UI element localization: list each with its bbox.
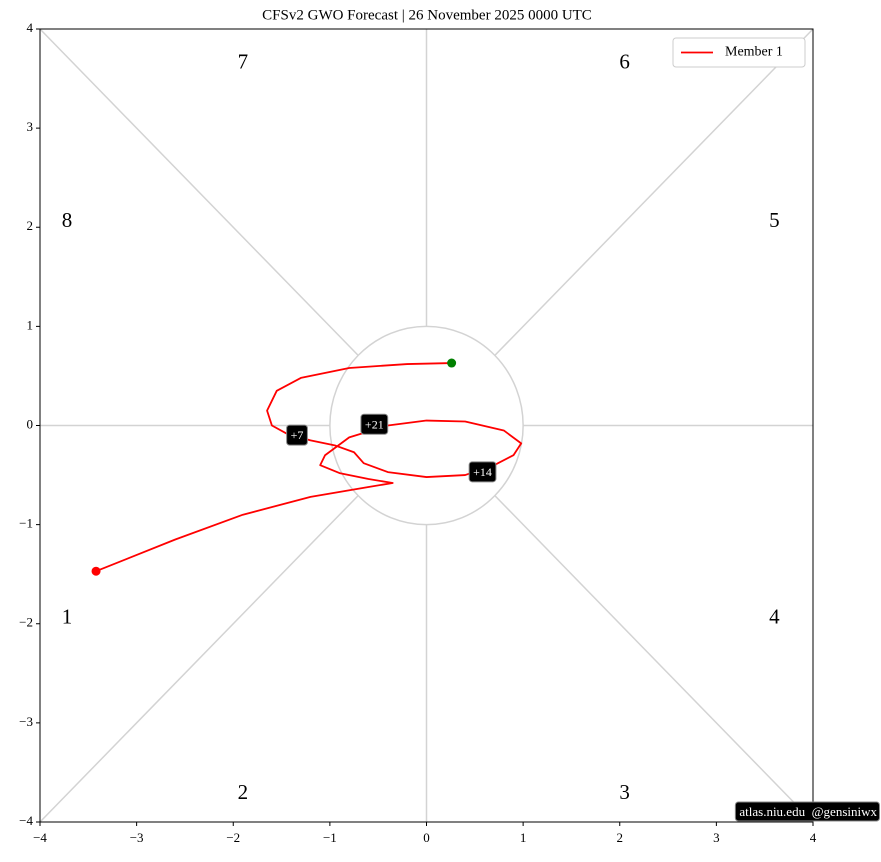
annotation-label: +14	[473, 465, 492, 479]
x-tick-label: −3	[130, 830, 144, 845]
trajectory-line	[95, 362, 523, 573]
y-tick-label: −1	[19, 516, 33, 531]
y-tick-label: −3	[19, 714, 33, 729]
phase-divider	[494, 495, 814, 823]
annotation-box	[360, 413, 389, 435]
annotation-box	[286, 424, 308, 446]
x-tick-label: 2	[617, 830, 624, 845]
x-tick-label: −4	[33, 830, 47, 845]
annotation-label: +21	[365, 417, 384, 431]
phase-label: 5	[769, 208, 780, 232]
phase-label: 7	[238, 50, 249, 74]
watermark: atlas.niu.edu @gensiniwx	[739, 804, 877, 819]
chart-title: CFSv2 GWO Forecast | 26 November 2025 00…	[262, 7, 592, 23]
phase-label: 3	[619, 780, 630, 804]
x-tick-label: −1	[323, 830, 337, 845]
y-tick-label: −4	[19, 813, 33, 828]
end-marker	[91, 566, 101, 576]
annotation-box	[468, 461, 497, 483]
x-tick-label: 0	[423, 830, 430, 845]
legend-label: Member 1	[725, 45, 783, 60]
legend-box	[672, 37, 806, 68]
phase-label: 1	[62, 605, 73, 629]
phase-label: 4	[769, 605, 780, 629]
phase-label: 2	[238, 780, 249, 804]
y-tick-label: −2	[19, 615, 33, 630]
y-tick-label: 3	[27, 119, 34, 134]
phase-divider	[494, 28, 814, 356]
phase-divider	[39, 495, 359, 823]
x-tick-label: −2	[226, 830, 240, 845]
annotation-label: +7	[291, 428, 304, 442]
phase-divider	[39, 28, 359, 356]
y-tick-label: 4	[27, 20, 34, 35]
x-tick-label: 1	[520, 830, 527, 845]
watermark-box	[734, 801, 880, 822]
y-tick-label: 2	[27, 218, 34, 233]
phase-label: 8	[62, 208, 73, 232]
phase-label: 6	[619, 50, 630, 74]
x-tick-label: 4	[810, 830, 817, 845]
x-tick-label: 3	[713, 830, 720, 845]
y-tick-label: 1	[27, 317, 34, 332]
y-tick-label: 0	[27, 416, 34, 431]
start-marker	[447, 358, 457, 368]
